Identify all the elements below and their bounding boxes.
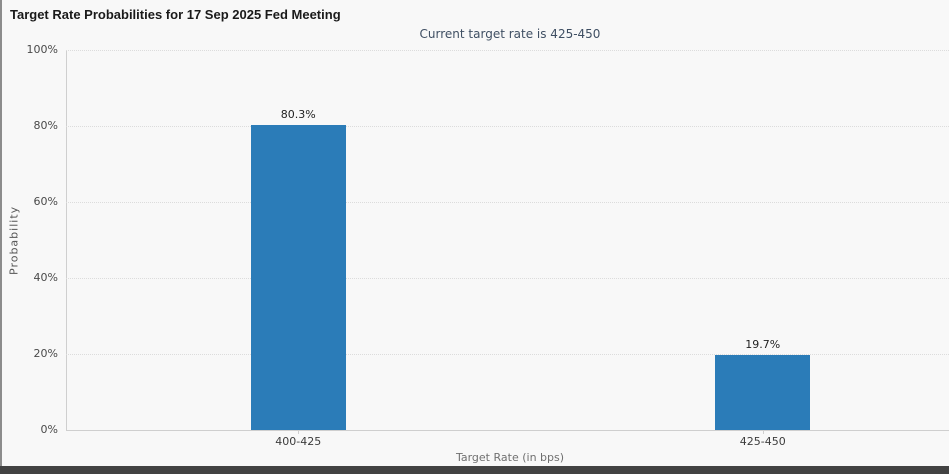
gridline-60%	[66, 202, 949, 203]
gridline-20%	[66, 354, 949, 355]
chart-title: Target Rate Probabilities for 17 Sep 202…	[10, 7, 341, 22]
bar-400-425[interactable]	[250, 124, 346, 430]
y-tick-label-100%: 100%	[26, 43, 58, 56]
x-tick-425-450	[762, 430, 764, 434]
y-axis-title: Probability	[7, 205, 21, 275]
y-axis-line	[66, 50, 67, 430]
x-category-label-400-425: 400-425	[275, 435, 322, 448]
gridline-80%	[66, 126, 949, 127]
x-axis-title: Target Rate (in bps)	[455, 451, 565, 464]
bottom-scrollbar[interactable]	[0, 466, 949, 474]
y-tick-label-60%: 60%	[33, 195, 58, 208]
x-tick-400-425	[298, 430, 300, 434]
bar-value-label-400-425: 80.3%	[280, 107, 316, 121]
gridline-100%	[66, 50, 949, 51]
x-category-label-425-450: 425-450	[739, 435, 786, 448]
bar-value-label-425-450: 19.7%	[745, 338, 781, 352]
y-tick-label-0%: 0%	[40, 423, 58, 436]
y-tick-label-20%: 20%	[33, 347, 58, 360]
gridline-40%	[66, 278, 949, 279]
bar-425-450[interactable]	[715, 355, 811, 430]
y-tick-label-40%: 40%	[33, 271, 58, 284]
y-tick-label-80%: 80%	[33, 119, 58, 132]
x-axis-line	[66, 430, 949, 431]
chart-subtitle: Current target rate is 425-450	[419, 27, 601, 41]
window-left-border	[0, 0, 2, 474]
